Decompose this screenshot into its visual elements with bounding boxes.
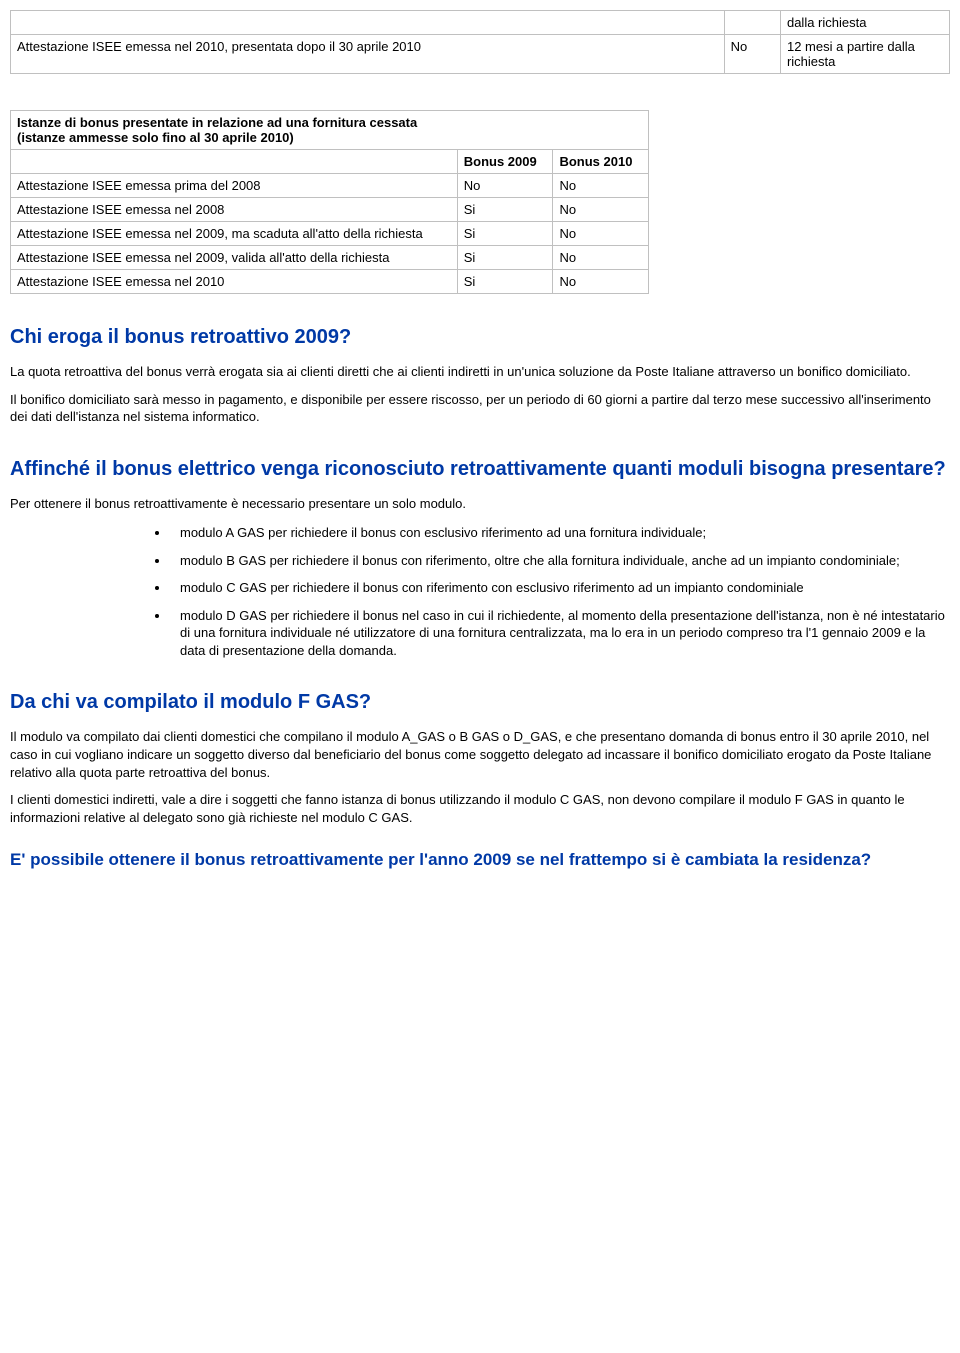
table-row: Attestazione ISEE emessa nel 2009, valid… [11,246,649,270]
cell [11,11,725,35]
col-header: Bonus 2009 [457,150,553,174]
table-header-row: Bonus 2009 Bonus 2010 [11,150,649,174]
table-row: Attestazione ISEE emessa nel 2010, prese… [11,35,950,74]
cell: Attestazione ISEE emessa nel 2009, valid… [11,246,458,270]
table-row: Attestazione ISEE emessa nel 2010 Si No [11,270,649,294]
cell: No [553,222,649,246]
paragraph: Il bonifico domiciliato sarà messo in pa… [10,391,950,426]
heading-chi-eroga: Chi eroga il bonus retroattivo 2009? [10,326,950,349]
table-row: Attestazione ISEE emessa nel 2009, ma sc… [11,222,649,246]
col-header [11,150,458,174]
cell: Attestazione ISEE emessa prima del 2008 [11,174,458,198]
cell: Si [457,222,553,246]
module-list: modulo A GAS per richiedere il bonus con… [10,522,950,659]
paragraph: Per ottenere il bonus retroattivamente è… [10,495,950,513]
cell: No [553,270,649,294]
cell: Attestazione ISEE emessa nel 2010, prese… [11,35,725,74]
table-row: dalla richiesta [11,11,950,35]
cell: No [553,174,649,198]
table-istanze: Istanze di bonus presentate in relazione… [10,110,649,294]
cell: Attestazione ISEE emessa nel 2009, ma sc… [11,222,458,246]
cell: 12 mesi a partire dalla richiesta [780,35,949,74]
cell: Attestazione ISEE emessa nel 2008 [11,198,458,222]
heading-affinche: Affinché il bonus elettrico venga ricono… [10,458,950,481]
cell: No [724,35,780,74]
list-item: modulo A GAS per richiedere il bonus con… [170,522,950,542]
list-item: modulo B GAS per richiedere il bonus con… [170,550,950,570]
heading-possibile: E' possibile ottenere il bonus retroatti… [10,850,950,870]
table-top: dalla richiesta Attestazione ISEE emessa… [10,10,950,74]
paragraph: Il modulo va compilato dai clienti domes… [10,728,950,781]
table-caption-row: Istanze di bonus presentate in relazione… [11,111,649,150]
list-item: modulo D GAS per richiedere il bonus nel… [170,605,950,660]
cell: Si [457,198,553,222]
cell: No [553,198,649,222]
cell: Attestazione ISEE emessa nel 2010 [11,270,458,294]
table-caption: Istanze di bonus presentate in relazione… [11,111,649,150]
cell [724,11,780,35]
paragraph: La quota retroattiva del bonus verrà ero… [10,363,950,381]
cell: Si [457,246,553,270]
table-row: Attestazione ISEE emessa prima del 2008 … [11,174,649,198]
col-header: Bonus 2010 [553,150,649,174]
cell: Si [457,270,553,294]
table-row: Attestazione ISEE emessa nel 2008 Si No [11,198,649,222]
paragraph: I clienti domestici indiretti, vale a di… [10,791,950,826]
cell: dalla richiesta [780,11,949,35]
cell: No [553,246,649,270]
heading-da-chi: Da chi va compilato il modulo F GAS? [10,691,950,714]
cell: No [457,174,553,198]
list-item: modulo C GAS per richiedere il bonus con… [170,577,950,597]
